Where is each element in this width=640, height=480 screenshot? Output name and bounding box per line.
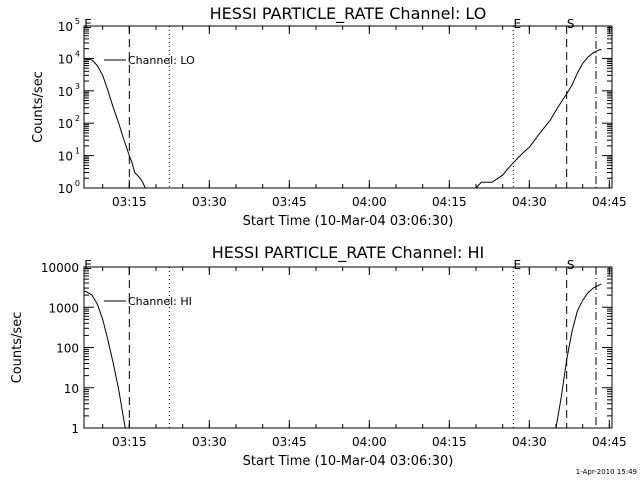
- footer-timestamp: 1-Apr-2010 15:49: [576, 468, 637, 476]
- x-tick-label: 04:00: [352, 435, 387, 449]
- y-tick-label: 10: [58, 150, 73, 164]
- series-line-lo-segment-2: [475, 48, 602, 189]
- plot-frame: [83, 266, 613, 429]
- x-tick-label: 03:30: [192, 195, 227, 209]
- x-tick-label: 03:45: [272, 435, 307, 449]
- x-tick-label: 04:45: [592, 435, 627, 449]
- series-line-hi-segment-1: [83, 290, 126, 429]
- y-tick-label-exponent: 0: [75, 179, 80, 188]
- series-line-hi-segment-2: [555, 283, 602, 429]
- event-marker-label: E: [514, 258, 522, 272]
- x-tick-label: 03:30: [192, 435, 227, 449]
- y-tick-label: 1000: [48, 301, 79, 315]
- series-line-lo-segment-1: [83, 57, 146, 189]
- legend-label: Channel: LO: [128, 54, 195, 67]
- x-axis-label: Start Time (10-Mar-04 03:06:30): [243, 214, 454, 229]
- event-marker-label: S: [567, 258, 575, 272]
- y-tick-label: 10: [58, 20, 73, 34]
- y-tick-label: 10: [58, 117, 73, 131]
- x-tick-label: 04:30: [512, 195, 547, 209]
- y-tick-label: 10: [64, 382, 79, 396]
- y-axis-label: Counts/sec: [10, 312, 25, 384]
- y-tick-label: 10000: [41, 261, 79, 275]
- event-marker-label: S: [567, 17, 575, 31]
- x-tick-label: 04:30: [512, 435, 547, 449]
- y-tick-label-exponent: 4: [75, 49, 80, 58]
- x-axis-label: Start Time (10-Mar-04 03:06:30): [243, 454, 454, 469]
- y-tick-label-exponent: 1: [75, 147, 80, 156]
- event-marker-label: E: [84, 258, 92, 272]
- y-tick-label: 10: [58, 182, 73, 196]
- y-tick-label: 10: [58, 85, 73, 99]
- x-tick-label: 04:45: [592, 195, 627, 209]
- x-tick-label: 03:15: [112, 435, 147, 449]
- x-tick-label: 04:00: [352, 195, 387, 209]
- x-tick-label: 04:15: [432, 195, 467, 209]
- y-tick-label: 100: [56, 342, 79, 356]
- chart-title: HESSI PARTICLE_RATE Channel: HI: [212, 243, 485, 263]
- y-tick-label: 1: [71, 422, 79, 436]
- y-tick-label-exponent: 3: [75, 82, 80, 91]
- event-marker-label: E: [514, 17, 522, 31]
- legend-label: Channel: HI: [128, 295, 192, 308]
- y-axis-label: Counts/sec: [31, 71, 46, 143]
- x-tick-label: 04:15: [432, 435, 467, 449]
- plot-panel-lo: HESSI PARTICLE_RATE Channel: LO 03:15 03:3…: [31, 4, 627, 229]
- x-tick-label: 03:15: [112, 195, 147, 209]
- plot-frame: [83, 25, 613, 189]
- y-tick-label: 10: [58, 52, 73, 66]
- chart-title: HESSI PARTICLE_RATE Channel: LO: [210, 4, 487, 24]
- y-tick-label-exponent: 2: [75, 114, 80, 123]
- event-marker-label: E: [84, 17, 92, 31]
- plot-panel-hi: HESSI PARTICLE_RATE Channel: HI 03:15 03:3…: [10, 243, 627, 469]
- y-tick-label-exponent: 5: [75, 17, 80, 26]
- x-tick-label: 03:45: [272, 195, 307, 209]
